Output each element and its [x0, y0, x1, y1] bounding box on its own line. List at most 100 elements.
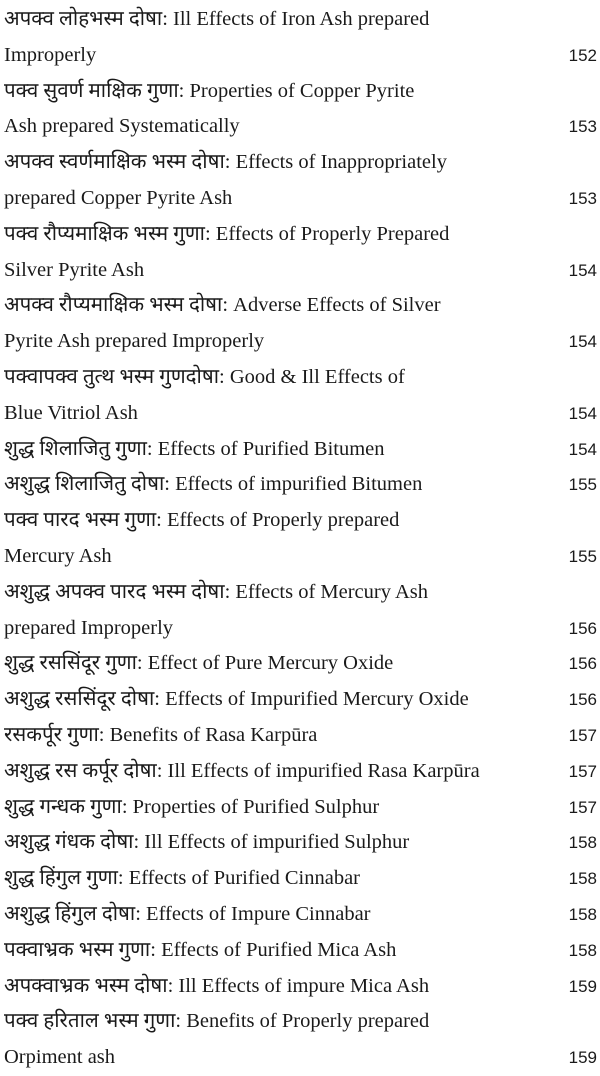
- toc-entry-title: अशुद्ध हिंगुल दोषा: Effects of Impure Ci…: [4, 902, 371, 925]
- page-number: 156: [568, 654, 597, 674]
- toc-entry-line: पक्वाभ्रक भस्म गुणा: Effects of Purified…: [4, 933, 597, 969]
- toc-entry-title: अपक्वाभ्रक भस्म दोषा: Ill Effects of imp…: [4, 974, 430, 997]
- page-number: 154: [568, 439, 597, 459]
- toc-entry-title: Silver Pyrite Ash: [4, 258, 145, 281]
- page-number: 157: [568, 725, 597, 745]
- page-number: 155: [568, 475, 597, 495]
- toc-entry: अपक्वाभ्रक भस्म दोषा: Ill Effects of imp…: [4, 969, 597, 1005]
- toc-entry: अशुद्ध अपक्व पारद भस्म दोषा: Effects of …: [4, 575, 597, 647]
- toc-entry-line: पक्वापक्व तुत्थ भस्म गुणदोषा: Good & Ill…: [4, 360, 597, 396]
- page-number: 158: [568, 904, 597, 924]
- page-number: 159: [568, 976, 597, 996]
- toc-entry-title: पक्वापक्व तुत्थ भस्म गुणदोषा: Good & Ill…: [4, 365, 405, 388]
- toc-entry: शुद्ध शिलाजितु गुणा: Effects of Purified…: [4, 432, 597, 468]
- toc-entry-line: पक्व पारद भस्म गुणा: Effects of Properly…: [4, 503, 597, 539]
- toc-entry-title: पक्व पारद भस्म गुणा: Effects of Properly…: [4, 509, 400, 532]
- toc-entry-line: शुद्ध गन्धक गुणा: Properties of Purified…: [4, 790, 597, 826]
- toc-entry-line: अशुद्ध शिलाजितु दोषा: Effects of impurif…: [4, 467, 597, 503]
- toc-entry-line: Pyrite Ash prepared Improperly 154: [4, 324, 597, 360]
- toc-entry-line: Blue Vitriol Ash 154: [4, 396, 597, 432]
- toc-entry: अशुद्ध रस कर्पूर दोषा: Ill Effects of im…: [4, 754, 597, 790]
- toc-entry-title: अशुद्ध गंधक दोषा: Ill Effects of impurif…: [4, 831, 410, 854]
- toc-entry-title: अपक्व रौप्यमाक्षिक भस्म दोषा: Adverse Ef…: [4, 294, 441, 317]
- toc-entry-title: अशुद्ध अपक्व पारद भस्म दोषा: Effects of …: [4, 580, 429, 603]
- toc-entry: पक्वाभ्रक भस्म गुणा: Effects of Purified…: [4, 933, 597, 969]
- toc-entry-line: अपक्वाभ्रक भस्म दोषा: Ill Effects of imp…: [4, 969, 597, 1005]
- toc-entry: पक्व सुवर्ण माक्षिक गुणा: Properties of …: [4, 74, 597, 146]
- toc-entry-title: अशुद्ध शिलाजितु दोषा: Effects of impurif…: [4, 473, 423, 496]
- toc-entry-line: Orpiment ash 159: [4, 1040, 597, 1076]
- toc-entry: शुद्ध रससिंदूर गुणा: Effect of Pure Merc…: [4, 646, 597, 682]
- toc-entry-line: prepared Improperly 156: [4, 611, 597, 647]
- toc-entry-title: पक्व रौप्यमाक्षिक भस्म गुणा: Effects of …: [4, 222, 450, 245]
- toc-entry: शुद्ध हिंगुल गुणा: Effects of Purified C…: [4, 861, 597, 897]
- toc-entry: अशुद्ध शिलाजितु दोषा: Effects of impurif…: [4, 467, 597, 503]
- toc-entry-title: prepared Improperly: [4, 616, 174, 639]
- toc-entry: पक्वापक्व तुत्थ भस्म गुणदोषा: Good & Ill…: [4, 360, 597, 432]
- toc-entry-line: Improperly 152: [4, 38, 597, 74]
- page-number: 158: [568, 940, 597, 960]
- page-number: 155: [568, 546, 597, 566]
- toc-entry-title: अशुद्ध रस कर्पूर दोषा: Ill Effects of im…: [4, 759, 480, 782]
- toc-entry-title: Orpiment ash: [4, 1046, 116, 1069]
- toc-entry-line: अशुद्ध रससिंदूर दोषा: Effects of Impurif…: [4, 682, 597, 718]
- page-number: 153: [568, 117, 597, 137]
- toc-entry-title: Mercury Ash: [4, 544, 112, 567]
- toc-entry-line: अपक्व लोहभस्म दोषा: Ill Effects of Iron …: [4, 2, 597, 38]
- toc-entry: पक्व हरिताल भस्म गुणा: Benefits of Prope…: [4, 1004, 597, 1076]
- toc-entry-line: अशुद्ध गंधक दोषा: Ill Effects of impurif…: [4, 825, 597, 861]
- toc-entry-line: पक्व सुवर्ण माक्षिक गुणा: Properties of …: [4, 74, 597, 110]
- toc-entry-line: अशुद्ध अपक्व पारद भस्म दोषा: Effects of …: [4, 575, 597, 611]
- toc-entry-title: अपक्व लोहभस्म दोषा: Ill Effects of Iron …: [4, 8, 430, 30]
- toc-entry: पक्व पारद भस्म गुणा: Effects of Properly…: [4, 503, 597, 575]
- toc-entry: अपक्व स्वर्णमाक्षिक भस्म दोषा: Effects o…: [4, 145, 597, 217]
- toc-entry-line: अशुद्ध रस कर्पूर दोषा: Ill Effects of im…: [4, 754, 597, 790]
- toc-entry-title: Ash prepared Systematically: [4, 115, 240, 138]
- toc-entry-title: पक्वाभ्रक भस्म गुणा: Effects of Purified…: [4, 938, 397, 961]
- toc-entry-title: शुद्ध शिलाजितु गुणा: Effects of Purified…: [4, 437, 385, 460]
- toc-entry-title: पक्व हरिताल भस्म गुणा: Benefits of Prope…: [4, 1010, 430, 1033]
- page-number: 156: [568, 618, 597, 638]
- toc-entry-title: शुद्ध रससिंदूर गुणा: Effect of Pure Merc…: [4, 652, 394, 675]
- page-number: 159: [568, 1048, 597, 1068]
- page-number: 153: [568, 188, 597, 208]
- toc-entry-title: शुद्ध हिंगुल गुणा: Effects of Purified C…: [4, 867, 361, 890]
- toc-entry-line: पक्व रौप्यमाक्षिक भस्म गुणा: Effects of …: [4, 217, 597, 253]
- toc-entry: अशुद्ध गंधक दोषा: Ill Effects of impurif…: [4, 825, 597, 861]
- toc-entry-line: रसकर्पूर गुणा: Benefits of Rasa Karpūra 1…: [4, 718, 597, 754]
- toc-entry-line: Silver Pyrite Ash 154: [4, 253, 597, 289]
- page-number: 157: [568, 761, 597, 781]
- page-number: 152: [568, 45, 597, 65]
- toc-entry-title: prepared Copper Pyrite Ash: [4, 186, 233, 209]
- toc-entry-title: Improperly: [4, 43, 97, 66]
- toc-entry-line: शुद्ध हिंगुल गुणा: Effects of Purified C…: [4, 861, 597, 897]
- page-number: 156: [568, 690, 597, 710]
- toc-entry-title: शुद्ध गन्धक गुणा: Properties of Purified…: [4, 795, 380, 818]
- page-number: 157: [568, 797, 597, 817]
- toc-entry-title: अपक्व स्वर्णमाक्षिक भस्म दोषा: Effects o…: [4, 151, 447, 174]
- toc-entry-line: prepared Copper Pyrite Ash 153: [4, 181, 597, 217]
- toc-entry-title: अशुद्ध रससिंदूर दोषा: Effects of Impurif…: [4, 688, 469, 711]
- page-number: 158: [568, 869, 597, 889]
- toc-entry-line: Ash prepared Systematically 153: [4, 109, 597, 145]
- toc-entry-title: Blue Vitriol Ash: [4, 401, 138, 424]
- toc-entry-line: शुद्ध रससिंदूर गुणा: Effect of Pure Merc…: [4, 646, 597, 682]
- toc-entry-line: पक्व हरिताल भस्म गुणा: Benefits of Prope…: [4, 1004, 597, 1040]
- toc-entry-line: शुद्ध शिलाजितु गुणा: Effects of Purified…: [4, 432, 597, 468]
- toc-entry-line: Mercury Ash 155: [4, 539, 597, 575]
- toc-entry-line: अशुद्ध हिंगुल दोषा: Effects of Impure Ci…: [4, 897, 597, 933]
- table-of-contents: अपक्व लोहभस्म दोषा: Ill Effects of Iron …: [4, 2, 597, 1076]
- toc-entry: अपक्व लोहभस्म दोषा: Ill Effects of Iron …: [4, 2, 597, 74]
- toc-entry-line: अपक्व रौप्यमाक्षिक भस्म दोषा: Adverse Ef…: [4, 288, 597, 324]
- toc-entry: अपक्व रौप्यमाक्षिक भस्म दोषा: Adverse Ef…: [4, 288, 597, 360]
- toc-entry-title: Pyrite Ash prepared Improperly: [4, 330, 265, 353]
- toc-entry: शुद्ध गन्धक गुणा: Properties of Purified…: [4, 790, 597, 826]
- toc-entry: रसकर्पूर गुणा: Benefits of Rasa Karpūra 1…: [4, 718, 597, 754]
- toc-entry-title: रसकर्पूर गुणा: Benefits of Rasa Karpūra: [4, 723, 318, 746]
- toc-entry-title: पक्व सुवर्ण माक्षिक गुणा: Properties of …: [4, 79, 415, 102]
- toc-entry: पक्व रौप्यमाक्षिक भस्म गुणा: Effects of …: [4, 217, 597, 289]
- toc-entry: अशुद्ध रससिंदूर दोषा: Effects of Impurif…: [4, 682, 597, 718]
- page-number: 154: [568, 403, 597, 423]
- page-number: 158: [568, 833, 597, 853]
- toc-entry: अशुद्ध हिंगुल दोषा: Effects of Impure Ci…: [4, 897, 597, 933]
